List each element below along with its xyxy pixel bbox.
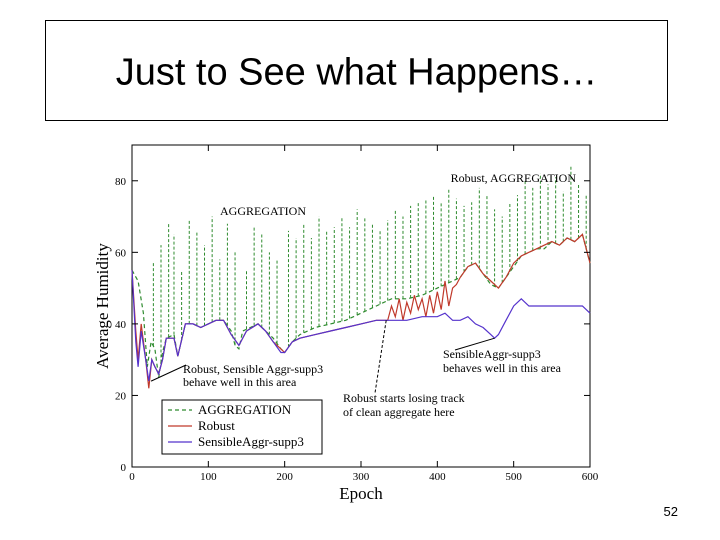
series-line [131,270,591,382]
series-aggregation [131,166,591,378]
legend-label: Robust [198,418,235,433]
title-box: Just to See what Happens… [45,20,668,121]
y-axis-label: Average Humidity [93,243,112,369]
annotation-right-note-2: behaves well in this area [443,361,562,375]
x-tick-label: 400 [429,471,446,483]
x-tick-label: 0 [129,471,135,483]
annotation-mid-note-1: Robust starts losing track [343,391,465,405]
legend-box [161,399,323,455]
legend-label: AGGREGATION [198,402,292,417]
x-tick-label: 600 [582,471,599,483]
slide-title: Just to See what Happens… [115,51,598,94]
annotation-mid-note-2: of clean aggregate here [343,405,455,419]
axes-layer: 0 100 200 300 400 500 600 0 20 40 60 80 Epoch Average… [93,145,599,503]
annotation-arrow-right [454,337,495,351]
annotation-left-note-2: behave well in this area [183,375,297,389]
x-tick-label: 100 [200,471,217,483]
x-tick-label: 200 [276,471,293,483]
annotation-arrow-left [150,364,187,382]
annotation-aggregation: AGGREGATION [220,204,306,218]
annotation-layer: Robust, AGGREGATION AGGREGATION Robust, Se… [150,171,577,419]
series-layer [131,166,591,389]
x-tick-label: 500 [505,471,522,483]
x-axis-label: Epoch [339,484,383,503]
y-tick-label: 60 [115,247,127,259]
series-sensibleaggr-supp3 [131,270,591,382]
annotation-arrow-mid [374,320,387,394]
y-tick-label: 0 [121,462,127,474]
annotation-left-note-1: Robust, Sensible Aggr-supp3 [183,362,323,376]
y-tick-label: 40 [115,319,127,331]
x-tick-label: 300 [353,471,370,483]
annotation-robust-aggregation: Robust, AGGREGATION [451,171,577,185]
page-number: 52 [663,504,678,519]
y-tick-label: 20 [115,390,127,402]
annotation-right-note-1: SensibleAggr-supp3 [443,347,541,361]
y-tick-label: 80 [115,176,127,188]
legend-label: SensibleAggr-supp3 [198,434,304,449]
